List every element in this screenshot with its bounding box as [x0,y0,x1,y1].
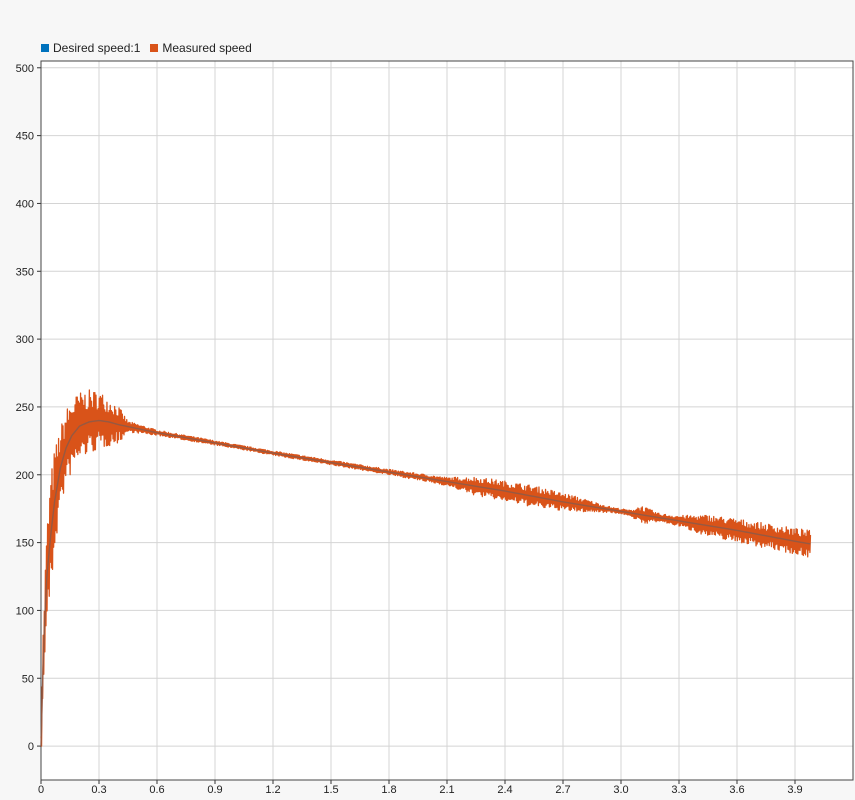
y-tick-label: 300 [16,334,34,346]
y-tick-label: 450 [16,131,34,143]
y-tick-label: 50 [22,673,34,685]
x-tick-label: 0.6 [149,784,164,796]
x-tick-label: 1.2 [265,784,280,796]
y-tick-label: 200 [16,470,34,482]
legend-swatch-measured-speed [150,44,159,52]
legend-swatch-desired-speed [41,44,49,52]
x-tick-label: 0 [38,784,44,796]
y-tick-label: 250 [16,402,34,414]
x-tick-label: 2.1 [439,784,454,796]
legend-label-desired-speed: Desired speed:1 [53,41,141,55]
legend-item-desired-speed[interactable]: Desired speed:1 [41,41,140,55]
series-line-desired-speed [40,419,811,747]
series-line-measured-speed [40,389,812,747]
x-tick-label: 1.5 [323,784,338,796]
y-tick-label: 350 [16,266,34,278]
x-tick-label: 3.3 [671,784,686,796]
y-tick-label: 100 [16,605,34,617]
x-tick-label: 3.9 [787,784,802,796]
y-tick-label: 500 [16,63,34,75]
x-tick-label: 3.6 [729,784,744,796]
x-tick-label: 1.8 [381,784,396,796]
axes-frame [40,60,854,781]
y-tick-label: 400 [16,198,34,210]
x-tick-label: 0.3 [91,784,106,796]
x-tick-label: 2.4 [497,784,512,796]
x-tick-label: 2.7 [555,784,570,796]
y-tick-label: 0 [28,741,34,753]
legend-item-measured-speed[interactable]: Measured speed [150,41,252,55]
x-tick-label: 0.9 [207,784,222,796]
legend: Desired speed:1 Measured speed [41,40,252,56]
y-tick-label: 150 [16,538,34,550]
legend-label-measured-speed: Measured speed [162,41,252,55]
x-tick-label: 3.0 [613,784,628,796]
